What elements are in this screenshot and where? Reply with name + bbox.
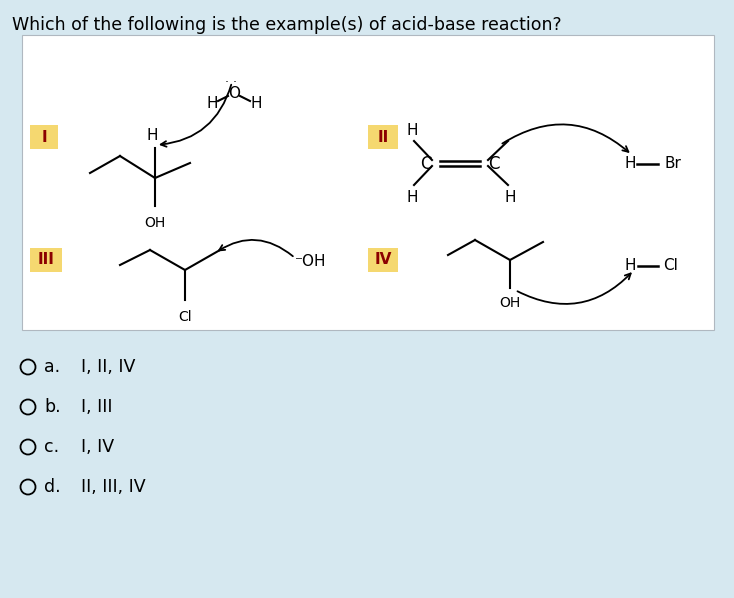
Text: C: C — [421, 155, 432, 173]
Text: O: O — [228, 86, 240, 100]
Text: II: II — [377, 130, 388, 145]
FancyBboxPatch shape — [30, 248, 62, 272]
Text: ⁻OH: ⁻OH — [295, 255, 327, 270]
Text: C: C — [488, 155, 500, 173]
FancyBboxPatch shape — [368, 248, 398, 272]
Text: H: H — [250, 96, 262, 111]
Text: OH: OH — [145, 216, 166, 230]
Text: I, IV: I, IV — [70, 438, 114, 456]
FancyBboxPatch shape — [22, 35, 714, 330]
Text: Br: Br — [665, 155, 682, 170]
Text: I, III: I, III — [70, 398, 112, 416]
Text: I, II, IV: I, II, IV — [70, 358, 135, 376]
Text: H: H — [504, 190, 516, 205]
Text: b.: b. — [44, 398, 61, 416]
Text: H: H — [406, 190, 418, 205]
Text: H: H — [206, 96, 218, 111]
Text: II, III, IV: II, III, IV — [70, 478, 145, 496]
FancyBboxPatch shape — [368, 125, 398, 149]
Text: Which of the following is the example(s) of acid-base reaction?: Which of the following is the example(s)… — [12, 16, 562, 34]
Text: c.: c. — [44, 438, 59, 456]
Text: Cl: Cl — [178, 310, 192, 324]
Text: a.: a. — [44, 358, 60, 376]
Text: H: H — [406, 123, 418, 138]
Text: I: I — [41, 130, 47, 145]
Text: H: H — [146, 128, 158, 143]
Text: H: H — [624, 155, 636, 170]
Text: III: III — [37, 252, 54, 267]
Text: · ·: · · — [225, 77, 237, 90]
FancyBboxPatch shape — [30, 125, 58, 149]
Text: OH: OH — [499, 296, 520, 310]
Text: H: H — [624, 258, 636, 273]
Text: d.: d. — [44, 478, 61, 496]
Text: Cl: Cl — [663, 258, 678, 273]
Text: IV: IV — [374, 252, 392, 267]
